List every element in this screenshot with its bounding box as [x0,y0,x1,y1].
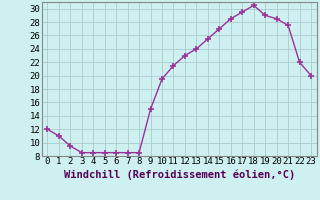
X-axis label: Windchill (Refroidissement éolien,°C): Windchill (Refroidissement éolien,°C) [64,169,295,180]
